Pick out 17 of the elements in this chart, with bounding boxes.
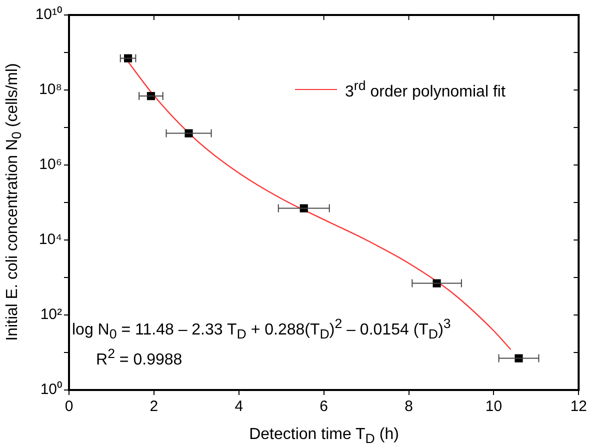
y-tick-label: 10⁰: [40, 381, 62, 398]
y-tick-label: 10⁶: [39, 156, 62, 174]
y-tick-label: 10⁸: [38, 81, 62, 98]
x-tick-label: 8: [404, 398, 413, 416]
annotation: R$^{2}$ = 0.9988: [96, 346, 182, 370]
x-tick-label: 2: [150, 398, 158, 416]
legend-label: 3$^{rd}$ order polynomial fit: [345, 78, 506, 102]
y-tick-label: 10¹⁰: [35, 6, 62, 24]
x-tick-label: 12: [570, 398, 587, 416]
y-tick-label: 10²: [40, 306, 62, 324]
x-tick-label: 10: [485, 398, 502, 416]
y-tick-label: 10⁴: [38, 231, 62, 248]
x-tick-label: 0: [64, 398, 74, 416]
x-tick-label: 6: [320, 398, 328, 416]
x-axis-title: Detection time T$_{D}$ (h): [249, 426, 399, 446]
x-tick-label: 4: [234, 398, 244, 416]
text: log N$_{0}$ = 11.48 – 2.33 T$_{D}$ + 0.288(T$_{D}$)$^{2}$ – 0.0154 (T$_{D}$)$^{3}$: [72, 316, 451, 342]
